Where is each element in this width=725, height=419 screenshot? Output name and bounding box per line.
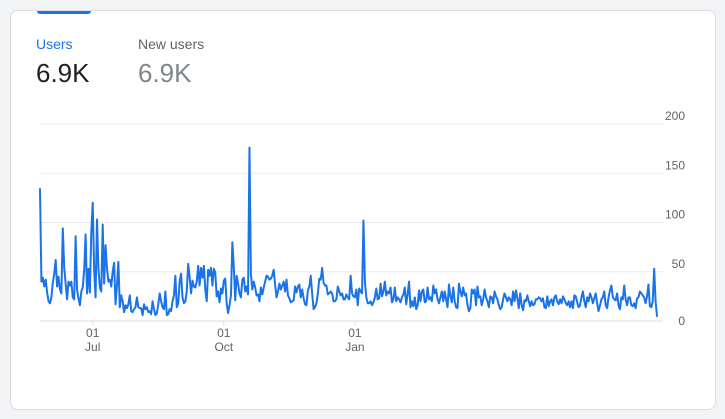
y-tick-label: 150 [665, 158, 685, 172]
metric-value-users: 6.9K [36, 58, 90, 88]
x-tick-day-label: 01 [348, 326, 362, 340]
metric-tab-new-users[interactable]: New users 6.9K [138, 35, 204, 89]
metric-tab-users[interactable]: Users 6.9K [36, 35, 90, 89]
metric-value-new-users: 6.9K [138, 58, 192, 88]
x-tick-month-label: Oct [214, 340, 233, 354]
y-tick-label: 50 [672, 257, 686, 271]
x-tick-day-label: 01 [86, 326, 100, 340]
y-tick-label: 0 [678, 314, 685, 328]
metric-label-new-users: New users [138, 36, 205, 52]
selected-tab-indicator [37, 11, 91, 14]
users-series-line [39, 146, 658, 318]
users-overview-card: Users 6.9K New users 6.9K 0 50 100 150 200 01… [10, 10, 716, 410]
x-tick-day-label: 01 [217, 326, 231, 340]
x-tick-month-label: Jul [85, 340, 100, 354]
x-tick-month-label: Jan [345, 340, 364, 354]
metric-label-users: Users [36, 36, 73, 52]
y-tick-label: 100 [665, 208, 685, 222]
y-tick-label: 200 [665, 109, 685, 123]
